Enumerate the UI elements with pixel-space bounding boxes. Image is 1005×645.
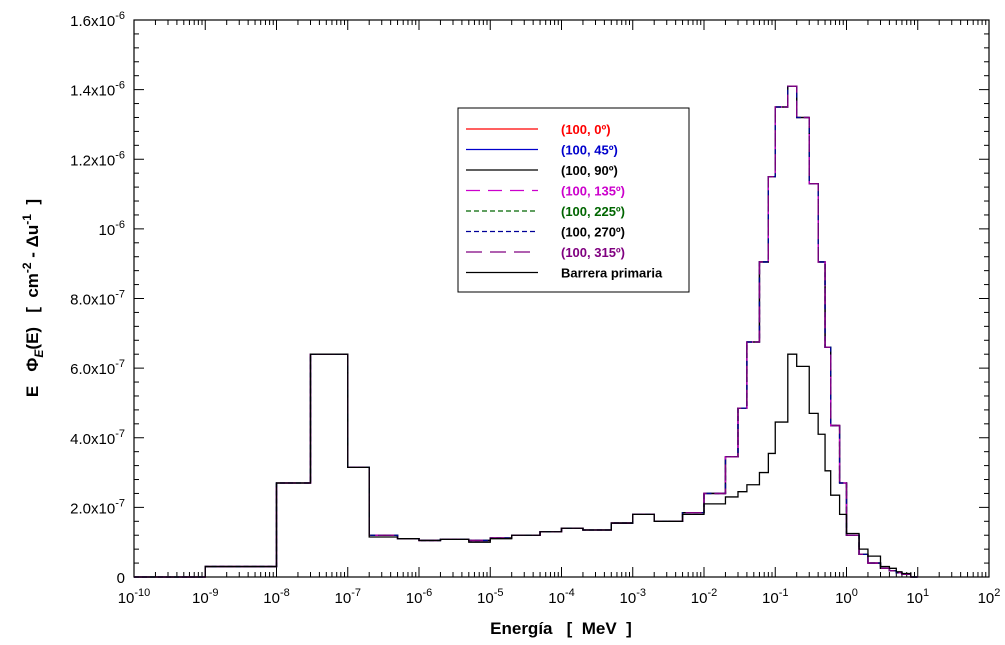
legend-label: Barrera primaria [561, 266, 663, 281]
legend-label: (100, 45º) [561, 143, 618, 158]
legend-label: (100, 270º) [561, 225, 625, 240]
x-axis-tick-labels: 10-10 10-9 10-8 10-7 10-6 10-5 10-4 10-3 10-2 10-… [118, 587, 1001, 607]
x-tick-label: 10-6 [406, 587, 432, 607]
y-tick-label: 8.0x10-7 [70, 289, 125, 309]
legend-label: (100, 90º) [561, 163, 618, 178]
y-axis-title: E ΦE(E) [ cm-2 - Δu-1 ] [20, 199, 46, 397]
x-axis-title: Energía [ MeV ] [490, 619, 632, 638]
x-tick-label: 10-10 [118, 587, 151, 607]
y-tick-label: 4.0x10-7 [70, 428, 125, 448]
y-axis-tick-labels: 0 2.0x10-7 4.0x10-7 6.0x10-7 8.0x10-7 10-6 1.2… [70, 10, 125, 587]
x-tick-label: 10-9 [192, 587, 218, 607]
x-tick-label: 10-4 [548, 587, 574, 607]
y-tick-label: 1.2x10-6 [70, 149, 125, 169]
legend-label: (100, 0º) [561, 122, 611, 137]
x-tick-label: 101 [906, 587, 929, 607]
y-tick-label: 10-6 [99, 219, 125, 239]
x-tick-label: 100 [835, 587, 858, 607]
plot-frame [134, 20, 989, 577]
y-tick-label: 1.4x10-6 [70, 80, 125, 100]
x-tick-label: 10-3 [620, 587, 646, 607]
y-tick-label: 2.0x10-7 [70, 497, 125, 517]
legend-label: (100, 225º) [561, 204, 625, 219]
x-tick-label: 10-2 [691, 587, 717, 607]
x-tick-label: 10-8 [263, 587, 289, 607]
legend-label: (100, 135º) [561, 184, 625, 199]
x-tick-label: 102 [978, 587, 1001, 607]
x-tick-label: 10-1 [762, 587, 788, 607]
x-tick-label: 10-7 [335, 587, 361, 607]
x-tick-label: 10-5 [477, 587, 503, 607]
y-tick-label: 1.6x10-6 [70, 10, 125, 30]
legend-label: (100, 315º) [561, 245, 625, 260]
y-tick-label: 6.0x10-7 [70, 358, 125, 378]
legend: (100, 0º) (100, 45º) (100, 90º) (100, 135º)… [458, 108, 689, 292]
y-tick-label: 0 [117, 570, 125, 587]
